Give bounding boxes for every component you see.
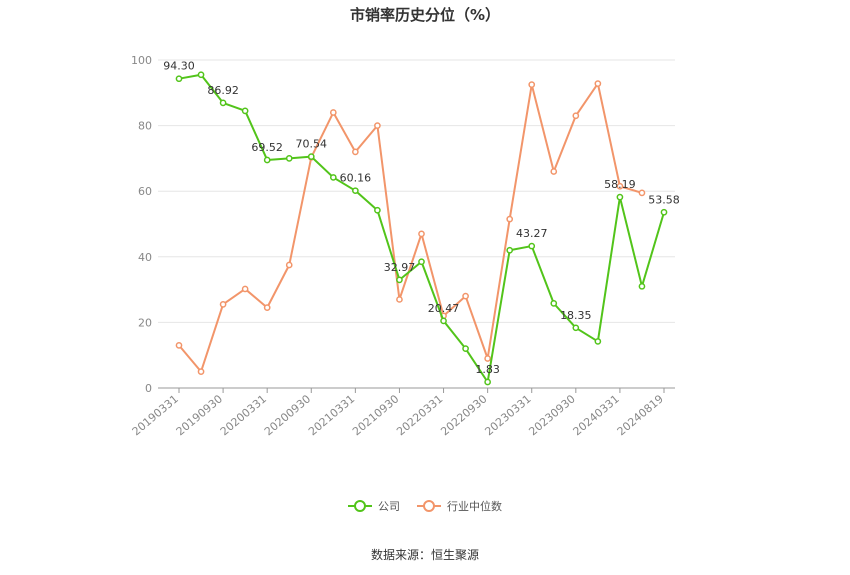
industry-median-point bbox=[352, 148, 359, 156]
company-point bbox=[484, 378, 491, 386]
x-tick-label: 20210331 bbox=[306, 392, 357, 438]
industry-median-point bbox=[263, 304, 271, 311]
industry-median-point bbox=[572, 112, 580, 120]
company-point bbox=[396, 276, 403, 284]
x-tick-label: 20190331 bbox=[130, 392, 181, 438]
company-point bbox=[374, 206, 381, 214]
x-tick-label: 20240819 bbox=[615, 392, 666, 438]
company-line bbox=[178, 73, 665, 383]
company-point bbox=[219, 99, 227, 107]
data-label: 1.83 bbox=[475, 363, 500, 376]
industry-median-line bbox=[178, 82, 643, 373]
x-axis: 2019033120190930202003312020093020210331… bbox=[130, 387, 675, 438]
company-point bbox=[572, 324, 580, 332]
industry-median-point bbox=[396, 296, 403, 303]
company-point bbox=[594, 338, 602, 345]
company-point bbox=[241, 107, 249, 115]
industry-median-point bbox=[285, 261, 293, 269]
company-point bbox=[616, 193, 624, 201]
x-tick-label: 20230331 bbox=[482, 392, 533, 438]
industry-median-point bbox=[462, 292, 469, 300]
data-label: 86.92 bbox=[207, 84, 239, 97]
y-tick-label: 80 bbox=[138, 120, 152, 133]
company-point bbox=[197, 71, 205, 79]
data-label: 70.54 bbox=[296, 138, 328, 151]
company-point bbox=[352, 187, 359, 195]
y-tick-label: 100 bbox=[131, 54, 152, 67]
company-point bbox=[307, 153, 315, 160]
legend-marker bbox=[423, 500, 435, 512]
industry-median-point bbox=[329, 109, 337, 116]
x-tick-label: 20200331 bbox=[218, 392, 269, 438]
y-axis: 0 20 40 60 80 100 bbox=[131, 54, 152, 395]
x-tick-label: 20210930 bbox=[350, 392, 401, 438]
industry-median-point bbox=[594, 80, 602, 87]
company-point bbox=[418, 258, 425, 266]
company-point bbox=[285, 155, 293, 162]
x-tick-label: 20240331 bbox=[571, 392, 622, 438]
industry-median-point bbox=[616, 182, 624, 190]
x-tick-label: 20200930 bbox=[262, 392, 313, 438]
x-tick-label: 20190930 bbox=[174, 392, 225, 438]
company-point bbox=[329, 174, 337, 181]
data-label: 69.52 bbox=[251, 141, 283, 154]
y-tick-label: 0 bbox=[145, 382, 152, 395]
legend[interactable]: 公司 行业中位数 bbox=[348, 499, 502, 513]
industry-median-point bbox=[550, 168, 558, 175]
data-label: 60.16 bbox=[340, 172, 372, 185]
industry-median-point bbox=[197, 368, 205, 375]
industry-median-point bbox=[175, 342, 183, 349]
grid-lines bbox=[158, 59, 675, 323]
legend-marker bbox=[354, 500, 366, 512]
y-tick-label: 60 bbox=[138, 185, 152, 198]
industry-median-point bbox=[241, 285, 249, 293]
company-point bbox=[440, 317, 447, 325]
x-tick-label: 20220331 bbox=[394, 392, 445, 438]
industry-median-point bbox=[484, 355, 491, 362]
data-label: 58.19 bbox=[604, 178, 636, 191]
legend-company[interactable]: 公司 bbox=[348, 500, 400, 513]
company-point bbox=[506, 246, 514, 254]
company-point bbox=[263, 156, 271, 164]
data-label: 43.27 bbox=[516, 227, 548, 240]
y-tick-label: 40 bbox=[138, 251, 152, 264]
chart-title: 市销率历史分位（%） bbox=[350, 6, 500, 24]
company-point bbox=[638, 282, 646, 290]
data-label: 20.47 bbox=[428, 302, 460, 315]
industry-median-point bbox=[506, 215, 514, 223]
x-tick-label: 20230930 bbox=[526, 392, 577, 438]
series-layer bbox=[175, 71, 668, 386]
legend-industry-median[interactable]: 行业中位数 bbox=[417, 499, 502, 513]
data-label: 18.35 bbox=[560, 309, 592, 322]
data-source: 数据来源：恒生聚源 bbox=[371, 547, 479, 562]
industry-median-point bbox=[418, 230, 425, 238]
series-company bbox=[175, 71, 668, 386]
data-label: 53.58 bbox=[648, 193, 680, 206]
data-label: 94.30 bbox=[163, 60, 195, 73]
industry-median-point bbox=[638, 189, 646, 197]
legend-label: 行业中位数 bbox=[447, 499, 502, 513]
company-point bbox=[660, 208, 668, 216]
industry-median-point bbox=[219, 301, 227, 308]
y-tick-label: 20 bbox=[138, 316, 152, 329]
company-point bbox=[462, 345, 469, 352]
company-point bbox=[550, 300, 558, 307]
data-label: 32.97 bbox=[384, 261, 416, 274]
company-point bbox=[175, 75, 183, 83]
industry-median-point bbox=[528, 81, 536, 88]
data-labels: 94.30 86.92 69.52 70.54 60.16 32.97 20.47 1.83 4… bbox=[163, 60, 680, 376]
company-point bbox=[528, 242, 536, 250]
industry-median-point bbox=[374, 122, 381, 129]
legend-label: 公司 bbox=[378, 500, 400, 513]
x-tick-label: 20220930 bbox=[438, 392, 489, 438]
